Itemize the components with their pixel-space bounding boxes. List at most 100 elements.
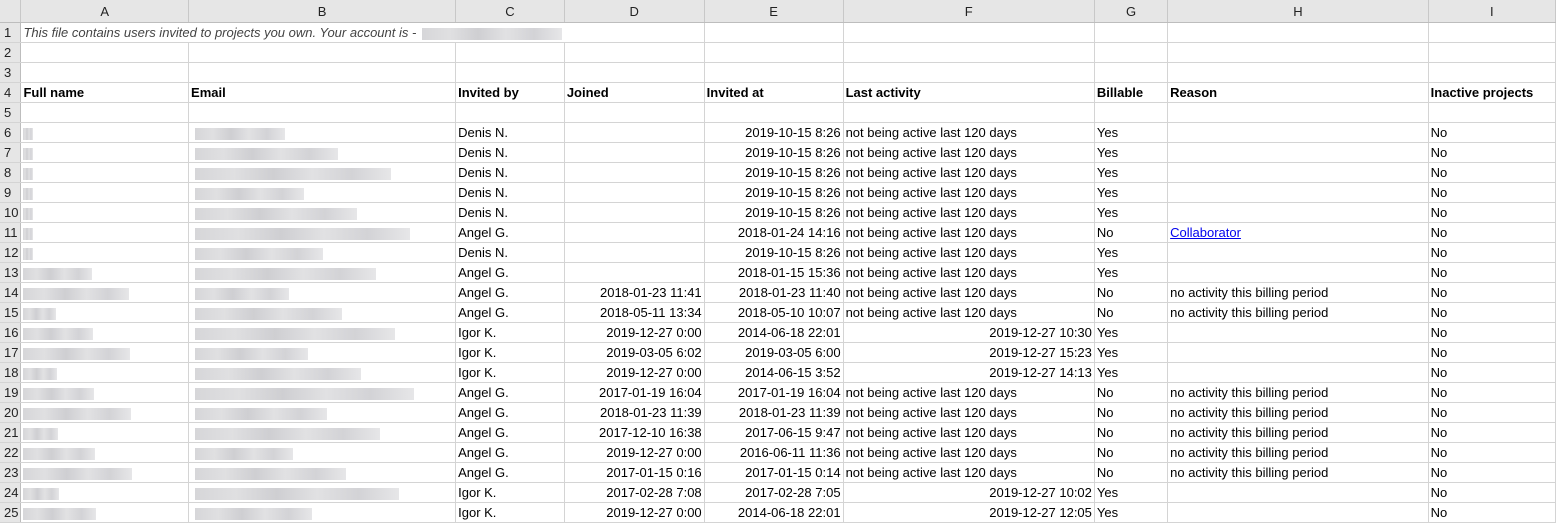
invited-by-cell[interactable]: Angel G. [455,282,565,303]
invited-by-cell[interactable]: Denis N. [455,202,565,223]
invited-at-cell[interactable]: 2018-01-15 15:36 [704,262,844,283]
row-header-4[interactable]: 4 [0,82,22,103]
cell[interactable] [1428,42,1556,63]
email-cell[interactable] [188,482,457,503]
cell[interactable] [704,62,844,83]
full-name-cell[interactable] [20,402,190,423]
header-cell[interactable]: Invited by [455,82,565,103]
joined-cell[interactable]: 2019-03-05 6:02 [564,342,705,363]
cell[interactable] [188,102,457,123]
cell[interactable] [1094,62,1169,83]
invited-by-cell[interactable]: Igor K. [455,362,565,383]
billable-cell[interactable]: No [1094,442,1169,463]
invited-at-cell[interactable]: 2014-06-18 22:01 [704,322,844,343]
cell[interactable] [20,42,190,63]
last-activity-cell[interactable]: not being active last 120 days [843,442,1095,463]
reason-cell[interactable]: no activity this billing period [1167,402,1429,423]
cell[interactable] [1428,62,1556,83]
full-name-cell[interactable] [20,282,190,303]
invited-at-cell[interactable]: 2019-03-05 6:00 [704,342,844,363]
reason-cell[interactable]: no activity this billing period [1167,442,1429,463]
billable-cell[interactable]: Yes [1094,362,1169,383]
reason-cell[interactable] [1167,202,1429,223]
inactive-projects-cell[interactable]: No [1428,182,1556,203]
joined-cell[interactable]: 2018-05-11 13:34 [564,302,705,323]
header-cell[interactable]: Email [188,82,457,103]
billable-cell[interactable]: Yes [1094,262,1169,283]
reason-cell[interactable] [1167,142,1429,163]
billable-cell[interactable]: Yes [1094,142,1169,163]
email-cell[interactable] [188,342,457,363]
reason-cell[interactable] [1167,362,1429,383]
inactive-projects-cell[interactable]: No [1428,202,1556,223]
inactive-projects-cell[interactable]: No [1428,162,1556,183]
invited-at-cell[interactable]: 2017-02-28 7:05 [704,482,844,503]
row-header-6[interactable]: 6 [0,122,22,143]
last-activity-cell[interactable]: not being active last 120 days [843,122,1095,143]
joined-cell[interactable]: 2018-01-23 11:41 [564,282,705,303]
billable-cell[interactable]: Yes [1094,482,1169,503]
invited-at-cell[interactable]: 2016-06-11 11:36 [704,442,844,463]
row-header-21[interactable]: 21 [0,422,22,443]
email-cell[interactable] [188,422,457,443]
last-activity-cell[interactable]: not being active last 120 days [843,162,1095,183]
email-cell[interactable] [188,362,457,383]
joined-cell[interactable]: 2017-01-15 0:16 [564,462,705,483]
invited-by-cell[interactable]: Angel G. [455,442,565,463]
invited-by-cell[interactable]: Igor K. [455,482,565,503]
email-cell[interactable] [188,442,457,463]
cell[interactable] [564,102,705,123]
inactive-projects-cell[interactable]: No [1428,402,1556,423]
reason-cell[interactable]: no activity this billing period [1167,462,1429,483]
collaborator-link[interactable]: Collaborator [1170,225,1241,240]
row-header-15[interactable]: 15 [0,302,22,323]
row-header-23[interactable]: 23 [0,462,22,483]
last-activity-cell[interactable]: not being active last 120 days [843,182,1095,203]
reason-cell[interactable] [1167,262,1429,283]
cell[interactable] [843,42,1095,63]
reason-cell[interactable]: no activity this billing period [1167,422,1429,443]
full-name-cell[interactable] [20,422,190,443]
billable-cell[interactable]: No [1094,462,1169,483]
note-cell[interactable]: This file contains users invited to proj… [20,22,565,43]
row-header-8[interactable]: 8 [0,162,22,183]
invited-at-cell[interactable]: 2019-10-15 8:26 [704,182,844,203]
last-activity-cell[interactable]: 2019-12-27 15:23 [843,342,1095,363]
last-activity-cell[interactable]: not being active last 120 days [843,282,1095,303]
inactive-projects-cell[interactable]: No [1428,142,1556,163]
billable-cell[interactable]: No [1094,382,1169,403]
row-header-14[interactable]: 14 [0,282,22,303]
cell[interactable] [843,102,1095,123]
cell[interactable] [1094,22,1169,43]
last-activity-cell[interactable]: not being active last 120 days [843,402,1095,423]
email-cell[interactable] [188,502,457,523]
invited-by-cell[interactable]: Denis N. [455,142,565,163]
reason-cell[interactable] [1167,342,1429,363]
invited-by-cell[interactable]: Igor K. [455,322,565,343]
inactive-projects-cell[interactable]: No [1428,442,1556,463]
reason-cell[interactable] [1167,242,1429,263]
cell[interactable] [564,62,705,83]
row-header-3[interactable]: 3 [0,62,22,83]
cell[interactable] [1094,102,1169,123]
invited-by-cell[interactable]: Igor K. [455,502,565,523]
last-activity-cell[interactable]: not being active last 120 days [843,462,1095,483]
cell[interactable] [704,42,844,63]
row-header-20[interactable]: 20 [0,402,22,423]
billable-cell[interactable]: Yes [1094,122,1169,143]
reason-cell[interactable]: no activity this billing period [1167,382,1429,403]
email-cell[interactable] [188,382,457,403]
billable-cell[interactable]: Yes [1094,182,1169,203]
cell[interactable] [20,62,190,83]
last-activity-cell[interactable]: not being active last 120 days [843,262,1095,283]
cell[interactable] [188,42,457,63]
full-name-cell[interactable] [20,262,190,283]
row-header-2[interactable]: 2 [0,42,22,63]
reason-cell[interactable] [1167,182,1429,203]
invited-at-cell[interactable]: 2019-10-15 8:26 [704,142,844,163]
full-name-cell[interactable] [20,482,190,503]
full-name-cell[interactable] [20,342,190,363]
full-name-cell[interactable] [20,442,190,463]
billable-cell[interactable]: Yes [1094,202,1169,223]
last-activity-cell[interactable]: not being active last 120 days [843,242,1095,263]
